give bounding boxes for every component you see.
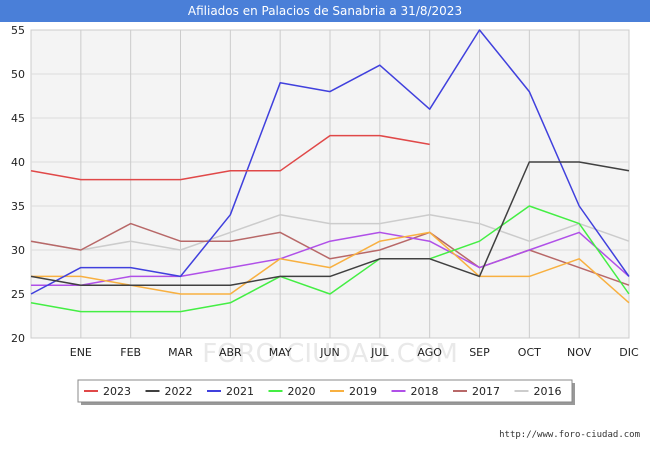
series-line-2020 [30,205,630,313]
watermark: FORO-CIUDAD.COM [202,339,458,369]
x-tick-label: ENE [70,346,92,359]
x-tick-label: FEB [120,346,141,359]
x-tick-label: DIC [619,346,639,359]
source-url: http://www.foro-ciudad.com [499,430,640,440]
legend-label-2019: 2019 [349,385,377,398]
x-axis-ticks: ENE FEB MAR ABR MAY JUN JUL AGO SEP OCT NOV DIC [70,346,639,359]
legend-label-2021: 2021 [226,385,254,398]
y-tick-label: 40 [11,156,25,169]
series-line-2016 [30,214,630,251]
series-line-2023 [30,134,430,181]
y-axis-ticks: 20 25 30 35 40 45 50 55 [11,24,25,345]
chart-title: Afiliados en Palacios de Sanabria a 31/8… [0,0,650,22]
y-tick-label: 55 [11,24,25,37]
legend-items: 2023 2022 2021 2020 2019 2018 2017 2016 [84,385,562,398]
legend-label-2018: 2018 [411,385,439,398]
x-tick-label: MAY [269,346,292,359]
y-tick-label: 20 [11,332,25,345]
x-tick-label: MAR [168,346,193,359]
x-tick-label: ABR [219,346,242,359]
x-tick-label: JUN [319,346,340,359]
legend-label-2016: 2016 [534,385,562,398]
legend-label-2022: 2022 [165,385,193,398]
legend-label-2020: 2020 [288,385,316,398]
y-tick-label: 25 [11,288,25,301]
y-tick-label: 50 [11,68,25,81]
series-layer [30,29,630,313]
y-tick-label: 30 [11,244,25,257]
legend-label-2017: 2017 [472,385,500,398]
x-tick-label: SEP [469,346,490,359]
y-tick-label: 45 [11,112,25,125]
legend: 2023 2022 2021 2020 2019 2018 2017 2016 [77,379,575,405]
x-tick-label: AGO [417,346,442,359]
series-line-2022 [30,161,630,286]
legend-box [77,379,573,403]
y-tick-label: 35 [11,200,25,213]
x-tick-label: JUL [370,346,389,359]
x-tick-label: NOV [567,346,592,359]
series-line-2018 [31,231,630,286]
x-tick-label: OCT [518,346,541,359]
legend-label-2023: 2023 [103,385,131,398]
series-line-2021 [30,29,630,295]
